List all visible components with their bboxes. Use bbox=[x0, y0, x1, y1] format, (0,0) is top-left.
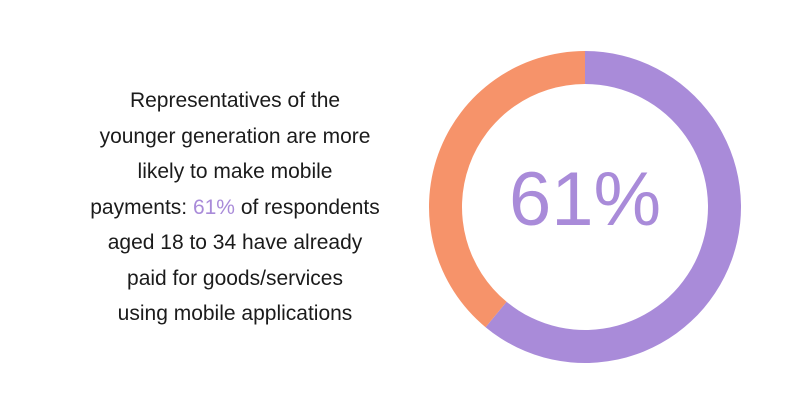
highlight-percentage: 61% bbox=[192, 195, 235, 219]
description-line-2: younger generation are more bbox=[99, 124, 371, 148]
donut-slice-1 bbox=[485, 51, 741, 364]
donut-slices bbox=[429, 51, 741, 364]
description-line-4-end: of respondents bbox=[234, 195, 380, 219]
description-line-3: likely to make mobile bbox=[137, 160, 333, 183]
description-line-7: using mobile applications bbox=[117, 302, 353, 325]
description-line-4-start: payments: bbox=[90, 195, 193, 219]
description-text: Representatives of the younger generatio… bbox=[40, 83, 430, 332]
donut-center-label: 61% bbox=[509, 157, 661, 242]
donut-slice-2 bbox=[429, 51, 585, 328]
description-line-6: paid for goods/services bbox=[127, 266, 343, 290]
description-line-5: aged 18 to 34 have already bbox=[107, 231, 363, 254]
donut-chart: 61% bbox=[427, 49, 743, 365]
donut-chart-svg: 61% bbox=[429, 51, 741, 364]
description-line-1: Representatives of the bbox=[129, 89, 341, 112]
description-line-4: payments: 61% of respondents bbox=[40, 190, 430, 226]
